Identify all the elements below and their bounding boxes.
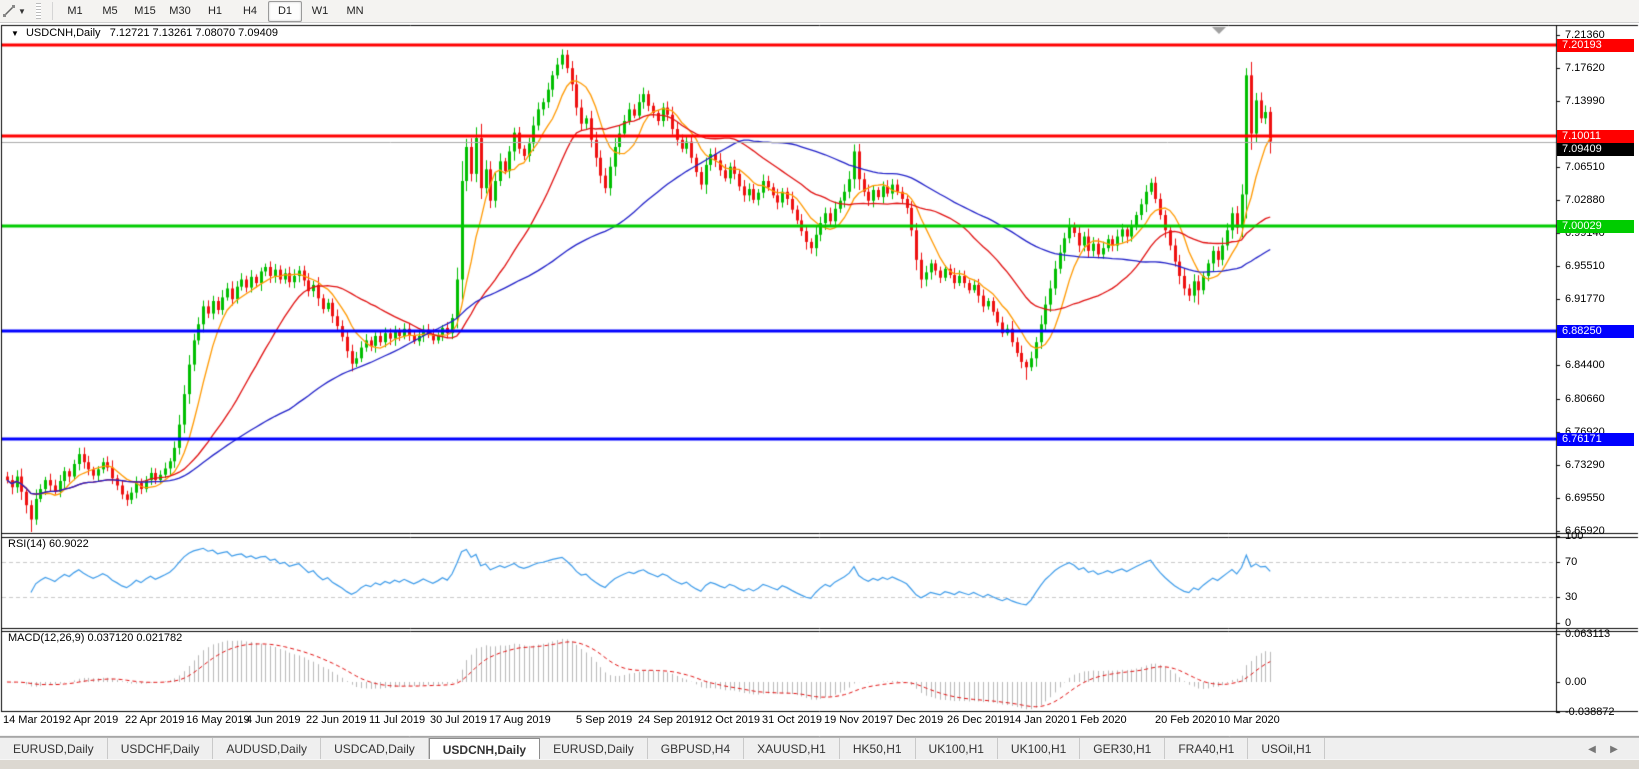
axis-tick-label: 0.00 [1565, 676, 1587, 688]
line-tool-glyph [3, 5, 15, 17]
timeframe-button-M30[interactable]: M30 [169, 4, 191, 17]
time-axis-label: 16 May 2019 [186, 714, 250, 726]
timeframe-button-H4[interactable]: H4 [242, 4, 258, 17]
chart-tab-2[interactable]: AUDUSD,Daily [213, 738, 322, 760]
time-axis-label: 12 Oct 2019 [700, 714, 760, 726]
axis-tick-label: 6.69550 [1565, 492, 1605, 505]
axis-tick-label: 6.84400 [1565, 359, 1605, 372]
time-axis-label: 19 Nov 2019 [824, 714, 887, 726]
tabs-scroll-right-icon[interactable]: ▶ [1610, 743, 1618, 755]
timeframe-buttons: M1 M5 M15 M30 H1 H4 D1 W1 MN [58, 0, 373, 22]
axis-tick-label: 6.95510 [1565, 259, 1605, 272]
timeframe-button-M15[interactable]: M15 [134, 4, 156, 17]
time-axis-label: 31 Oct 2019 [762, 714, 822, 726]
axis-tick-label: 7.06510 [1565, 161, 1605, 174]
chart-tab-13[interactable]: USOil,H1 [1248, 738, 1326, 760]
time-axis-label: 4 Jun 2019 [246, 714, 301, 726]
axis-tick-label: 0 [1565, 617, 1572, 629]
axis-tick-label: 0.063113 [1565, 628, 1611, 641]
axis-tick-label: 7.13990 [1565, 94, 1605, 107]
time-axis-label: 14 Mar 2019 [3, 714, 65, 726]
rsi-label: RSI(14) 60.9022 [8, 538, 89, 550]
chart-title: ▼ USDCNH,Daily 7.12721 7.13261 7.08070 7… [8, 27, 281, 39]
price-level-label: 7.00029 [1557, 220, 1634, 233]
chart-tab-1[interactable]: USDCHF,Daily [108, 738, 214, 760]
axis-tick-label: 7.02880 [1565, 193, 1605, 206]
chart-tab-12[interactable]: FRA40,H1 [1165, 738, 1249, 760]
axis-tick-label: 6.80660 [1565, 392, 1605, 405]
time-axis-label: 26 Dec 2019 [947, 714, 1010, 726]
timeframe-button-W1[interactable]: W1 [311, 4, 329, 17]
time-axis-label: 22 Jun 2019 [306, 714, 367, 726]
timeframe-button-D1[interactable]: D1 [268, 0, 302, 22]
timeframe-button-MN[interactable]: MN [346, 4, 364, 17]
time-axis-label: 10 Mar 2020 [1218, 714, 1280, 726]
price-level-label: 6.88250 [1557, 325, 1634, 338]
time-axis-label: 7 Dec 2019 [887, 714, 944, 726]
macd-label: MACD(12,26,9) 0.037120 0.021782 [8, 632, 183, 644]
chart-ohlc-values: 7.12721 7.13261 7.08070 7.09409 [109, 27, 278, 39]
chart-tab-11[interactable]: GER30,H1 [1080, 738, 1166, 760]
tabs-scroll-left-icon[interactable]: ◀ [1588, 743, 1596, 755]
axis-tick-label: 7.21360 [1565, 28, 1605, 41]
price-level-label: 7.10011 [1557, 130, 1634, 143]
time-axis-label: 17 Aug 2019 [489, 714, 551, 726]
chart-tab-9[interactable]: UK100,H1 [916, 738, 998, 760]
chart-tabs: EURUSD,Daily USDCHF,Daily AUDUSD,Daily USDC… [0, 737, 1639, 760]
time-axis-label: 22 Apr 2019 [125, 714, 185, 726]
time-axis-label: 30 Jul 2019 [430, 714, 487, 726]
current-price-label: 7.09409 [1557, 143, 1634, 156]
axis-tick-label: 30 [1565, 590, 1578, 603]
axis-tick-label: 7.17620 [1565, 62, 1605, 74]
time-axis-label: 14 Jan 2020 [1009, 714, 1070, 726]
axis-tick-label: 70 [1565, 556, 1578, 569]
chevron-down-icon: ▼ [18, 6, 26, 16]
timeframe-button-M5[interactable]: M5 [102, 4, 118, 17]
chart-tab-3[interactable]: USDCAD,Daily [321, 738, 429, 760]
price-chart-canvas[interactable] [0, 23, 1639, 737]
chart-tab-10[interactable]: UK100,H1 [998, 738, 1081, 760]
chart-window[interactable]: ▼ USDCNH,Daily 7.12721 7.13261 7.08070 7… [0, 23, 1639, 737]
toolbar-grip[interactable] [36, 3, 41, 19]
chart-tab-5[interactable]: EURUSD,Daily [540, 738, 648, 760]
chart-tab-0[interactable]: EURUSD,Daily [0, 738, 108, 760]
time-axis-label: 11 Jul 2019 [369, 714, 426, 726]
chart-symbol: USDCNH,Daily [25, 27, 101, 39]
chart-menu-arrow-icon[interactable]: ▼ [11, 29, 19, 38]
status-strip [0, 759, 1639, 769]
chart-tab-7[interactable]: XAUUSD,H1 [744, 738, 840, 760]
chart-tab-6[interactable]: GBPUSD,H4 [648, 738, 745, 760]
price-level-label: 7.20193 [1557, 39, 1634, 52]
timeframe-button-M1[interactable]: M1 [67, 4, 83, 17]
toolbar: ▼ M1 M5 M15 M30 H1 H4 D1 W1 MN [0, 0, 1639, 23]
time-axis-label: 24 Sep 2019 [638, 714, 701, 726]
price-level-label: 6.76171 [1557, 433, 1634, 446]
time-axis-label: 1 Feb 2020 [1071, 714, 1127, 726]
toolbar-separator [52, 2, 53, 20]
time-axis-label: 20 Feb 2020 [1155, 714, 1217, 726]
axis-tick-label: 6.91770 [1565, 293, 1605, 306]
time-axis-label: 2 Apr 2019 [65, 714, 119, 726]
line-tool-icon[interactable]: ▼ [0, 1, 32, 21]
axis-tick-label: 100 [1565, 530, 1584, 542]
chart-tab-8[interactable]: HK50,H1 [840, 738, 916, 760]
axis-tick-label: 6.65920 [1565, 524, 1605, 537]
time-axis-label: 5 Sep 2019 [576, 714, 633, 726]
axis-tick-label: 6.73290 [1565, 458, 1605, 471]
chart-tab-4[interactable]: USDCNH,Daily [428, 738, 541, 760]
timeframe-button-H1[interactable]: H1 [207, 4, 223, 17]
axis-tick-label: -0.038872 [1565, 705, 1615, 718]
